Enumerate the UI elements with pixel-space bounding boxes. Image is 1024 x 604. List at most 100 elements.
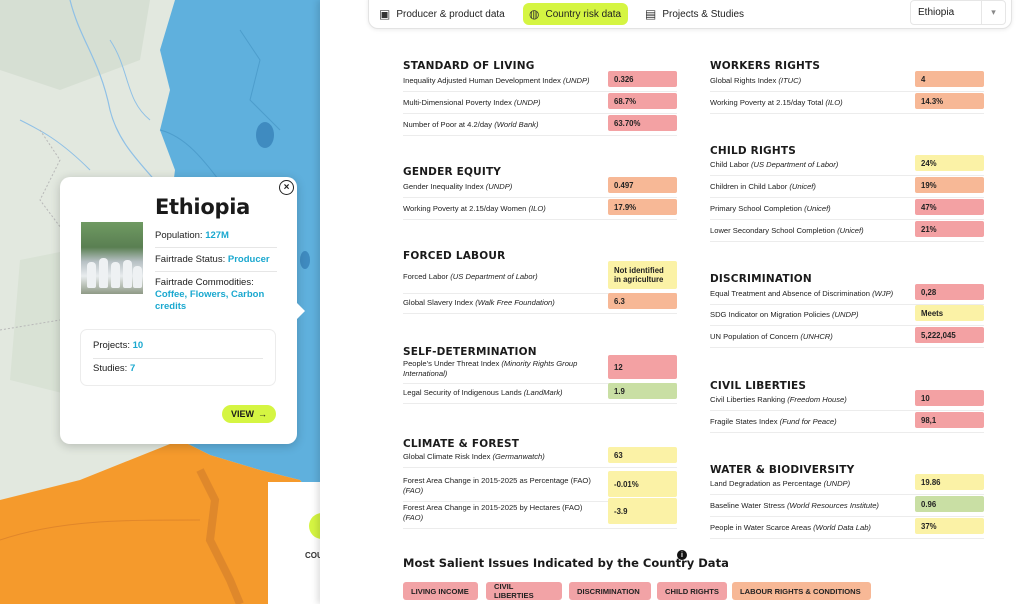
salient-tag-civil-liberties[interactable]: CIVIL LIBERTIES xyxy=(486,582,562,600)
indicator-label: Legal Security of Indigenous Lands (Land… xyxy=(403,388,608,398)
indicator-row: SDG Indicator on Migration Policies (UND… xyxy=(710,304,984,326)
section-title-civil-liberties: CIVIL LIBERTIES xyxy=(710,380,807,392)
indicator-value-badge: 0.96 xyxy=(915,496,984,512)
salient-tag-discrimination[interactable]: DISCRIMINATION xyxy=(569,582,651,600)
indicator-row: Forest Area Change in 2015-2025 by Hecta… xyxy=(403,497,677,529)
indicator-name: Primary School Completion xyxy=(710,203,805,213)
map[interactable]: COU × Ethiopia Population: 127M Fairtrad… xyxy=(0,0,330,604)
info-icon[interactable]: i xyxy=(677,550,687,560)
indicator-value-badge: 24% xyxy=(915,155,984,171)
indicator-source: (Walk Free Foundation) xyxy=(475,297,555,307)
indicator-label: Baseline Water Stress (World Resources I… xyxy=(710,501,915,511)
indicator-value-badge: 14.3% xyxy=(915,93,984,109)
indicator-source: (ITUC) xyxy=(778,75,802,85)
divider xyxy=(155,271,277,272)
population-value: 127M xyxy=(205,230,229,241)
map-overlay-card xyxy=(268,482,330,604)
indicator-label: Working Poverty at 2.15/day Total (ILO) xyxy=(710,98,915,108)
indicator-source: (US Department of Labor) xyxy=(450,271,538,281)
country-select[interactable]: Ethiopia ▾ xyxy=(910,0,1006,25)
indicator-label: People in Water Scarce Areas (World Data… xyxy=(710,523,915,533)
indicator-name: Civil Liberties Ranking xyxy=(710,394,788,404)
salient-tag-child-rights[interactable]: CHILD RIGHTS xyxy=(657,582,727,600)
indicator-source: (Unicef) xyxy=(804,203,831,213)
indicator-name: Number of Poor at 4.2/day xyxy=(403,119,495,129)
section-title-standard-of-living: STANDARD OF LIVING xyxy=(403,60,535,72)
indicator-value-badge: 19.86 xyxy=(915,474,984,490)
indicator-name: Forest Area Change in 2015-2025 as Perce… xyxy=(403,475,591,485)
indicator-row: Inequality Adjusted Human Development In… xyxy=(403,70,677,92)
indicator-source: (Unicef) xyxy=(789,181,816,191)
indicator-name: Global Rights Index xyxy=(710,75,779,85)
country-popup: × Ethiopia Population: 127M Fairtrade St… xyxy=(60,177,305,444)
indicator-row: Gender Inequality Index (UNDP) xyxy=(403,176,677,198)
indicator-name: Fragile States Index xyxy=(710,416,780,426)
indicator-value-badge: 0.497 xyxy=(608,177,677,193)
tab-bar: ▣ Producer & product data ◍ Country risk… xyxy=(368,0,1012,29)
indicator-value-badge: -3.9 xyxy=(608,498,677,524)
indicator-row: UN Population of Concern (UNHCR) xyxy=(710,326,984,348)
view-button[interactable]: VIEW → xyxy=(222,405,276,423)
indicator-value-badge: 12 xyxy=(608,355,677,379)
indicator-row: People's Under Threat Index (Minority Ri… xyxy=(403,354,677,384)
indicator-value-badge: 6.3 xyxy=(608,293,677,309)
indicator-label: Fragile States Index (Fund for Peace) xyxy=(710,417,915,427)
chevron-down-icon: ▾ xyxy=(981,1,1005,24)
indicator-source: (UNHCR) xyxy=(800,331,833,341)
indicator-label: Land Degradation as Percentage (UNDP) xyxy=(710,479,915,489)
indicator-label: Lower Secondary School Completion (Unice… xyxy=(710,226,915,236)
indicator-name: Forced Labor xyxy=(403,271,451,281)
studies-row: Studies: 7 xyxy=(93,363,136,374)
projects-studies-box: Projects: 10 Studies: 7 xyxy=(80,329,276,386)
tab-projects-studies[interactable]: ▤ Projects & Studies xyxy=(645,7,745,21)
salient-tag-living-income[interactable]: LIVING INCOME xyxy=(403,582,478,600)
country-button-label[interactable]: COU xyxy=(305,551,323,560)
indicator-name: People in Water Scarce Areas xyxy=(710,522,814,532)
indicator-label: UN Population of Concern (UNHCR) xyxy=(710,332,915,342)
indicator-row: Civil Liberties Ranking (Freedom House) xyxy=(710,389,984,411)
indicator-source: (UNDP) xyxy=(514,97,541,107)
indicator-name: SDG Indicator on Migration Policies xyxy=(710,309,832,319)
indicator-label: Global Rights Index (ITUC) xyxy=(710,76,915,86)
indicator-source: (UNDP) xyxy=(485,181,513,191)
indicator-row: Working Poverty at 2.15/day Total (ILO) xyxy=(710,92,984,114)
indicator-label: Child Labor (US Department of Labor) xyxy=(710,160,915,170)
globe-icon: ◍ xyxy=(529,7,540,21)
indicator-value-badge: 4 xyxy=(915,71,984,87)
country-photo xyxy=(81,222,143,294)
indicator-value-badge: 19% xyxy=(915,177,984,193)
indicator-row: Children in Child Labor (Unicef) xyxy=(710,176,984,198)
indicator-value-badge: 63 xyxy=(608,447,677,463)
indicator-value-badge: 5,222,045 xyxy=(915,327,984,343)
indicator-source: (US Department of Labor) xyxy=(750,159,839,169)
indicator-source: (Germanwatch) xyxy=(492,451,545,461)
indicator-label: Equal Treatment and Absence of Discrimin… xyxy=(710,289,915,299)
country-risk-panel: ▣ Producer & product data ◍ Country risk… xyxy=(320,0,1024,604)
indicator-name: Child Labor xyxy=(710,159,751,169)
indicator-row: Legal Security of Indigenous Lands (Land… xyxy=(403,382,677,404)
indicator-row: Equal Treatment and Absence of Discrimin… xyxy=(710,283,984,305)
indicator-source: (Freedom House) xyxy=(787,394,847,404)
indicator-label: Gender Inequality Index (UNDP) xyxy=(403,182,608,192)
tab-country-risk-data[interactable]: ◍ Country risk data xyxy=(523,3,629,25)
close-icon[interactable]: × xyxy=(279,180,294,195)
indicator-value-badge: Meets xyxy=(915,305,984,321)
section-title-water-biodiversity: WATER & BIODIVERSITY xyxy=(710,464,855,476)
indicator-name: Equal Treatment and Absence of Discrimin… xyxy=(710,288,873,298)
salient-tag-labour-rights-conditions[interactable]: LABOUR RIGHTS & CONDITIONS xyxy=(732,582,871,600)
projects-row: Projects: 10 xyxy=(93,340,144,351)
indicator-row: Global Climate Risk Index (Germanwatch) xyxy=(403,446,677,468)
indicator-row: People in Water Scarce Areas (World Data… xyxy=(710,517,984,539)
indicator-name: Working Poverty at 2.15/day Total xyxy=(710,97,826,107)
indicator-source: (Fund for Peace) xyxy=(779,416,837,426)
indicator-name: Multi-Dimensional Poverty Index xyxy=(403,97,514,107)
tab-producer-product-data[interactable]: ▣ Producer & product data xyxy=(379,7,505,21)
commodities-row: Fairtrade Commodities: Coffee, Flowers, … xyxy=(155,277,285,313)
indicator-name: Lower Secondary School Completion xyxy=(710,225,838,235)
indicator-source: (UNDP) xyxy=(823,478,851,488)
indicator-row: Forced Labor (US Department of Labor) xyxy=(403,260,677,294)
indicator-name: Inequality Adjusted Human Development In… xyxy=(403,75,563,85)
indicator-name: People's Under Threat Index xyxy=(403,358,502,368)
indicator-row: Lower Secondary School Completion (Unice… xyxy=(710,220,984,242)
indicator-value-badge: 37% xyxy=(915,518,984,534)
